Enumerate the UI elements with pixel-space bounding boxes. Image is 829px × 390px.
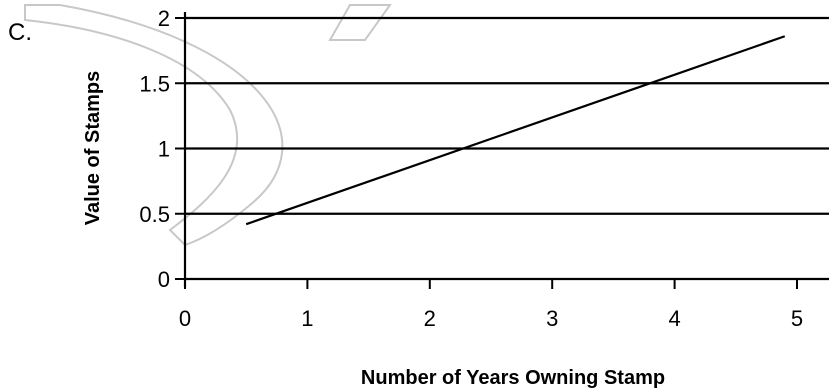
- y-tick-labels: 0 0.5 1 1.5 2: [139, 6, 170, 292]
- y-tick-label-3: 1.5: [139, 71, 170, 96]
- y-axis-title: Value of Stamps: [82, 71, 104, 226]
- x-axis-title: Number of Years Owning Stamp: [361, 367, 665, 389]
- y-tick-label-1: 0.5: [139, 202, 170, 227]
- x-tick-label-5: 5: [791, 306, 803, 331]
- series-lines: [245, 35, 786, 226]
- x-tick-label-0: 0: [179, 306, 191, 331]
- x-tick-label-4: 4: [668, 306, 680, 331]
- y-tick-label-2: 1: [158, 137, 170, 162]
- watermark-stroke: [328, 4, 392, 41]
- x-tick-labels: 0 1 2 3 4 5: [179, 306, 803, 331]
- x-tick-label-2: 2: [424, 306, 436, 331]
- y-tick-label-0: 0: [158, 267, 170, 292]
- watermark-logo: [24, 4, 392, 247]
- option-label: C.: [8, 19, 32, 46]
- x-tick-label-3: 3: [546, 306, 558, 331]
- tick-marks: [175, 17, 798, 289]
- series-line-0: [245, 35, 786, 226]
- y-tick-label-4: 2: [158, 6, 170, 31]
- gridlines: [185, 16, 829, 215]
- x-tick-label-1: 1: [301, 306, 313, 331]
